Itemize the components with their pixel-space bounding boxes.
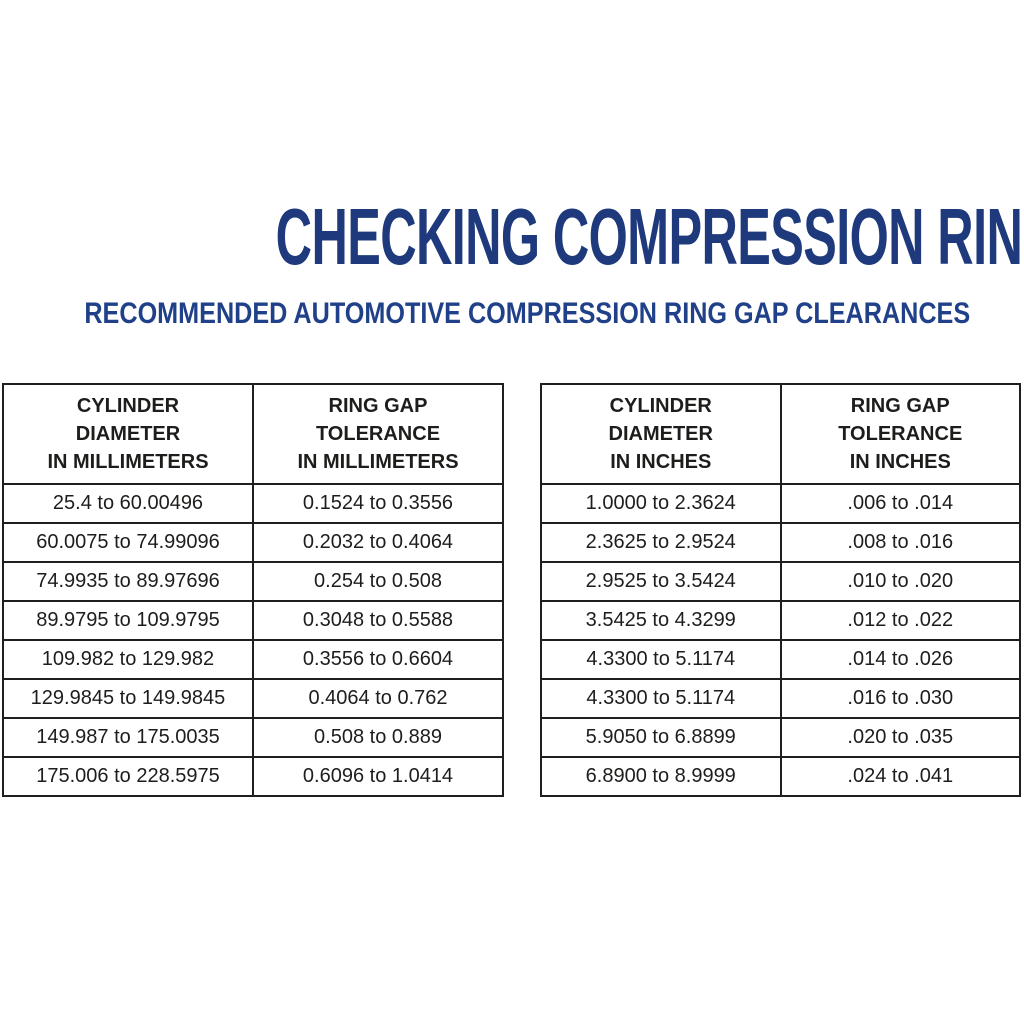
table-row: 2.3625 to 2.9524.008 to .016 xyxy=(540,522,1021,563)
column-header: RING GAP TOLERANCE IN MILLIMETERS xyxy=(252,383,504,485)
page-title: CHECKING COMPRESSION RING GAPS xyxy=(0,197,1024,277)
ring-gap-table-millimeters: CYLINDER DIAMETER IN MILLIMETERS RING GAP TO… xyxy=(2,383,504,797)
table-row: 149.987 to 175.0035 0.508 to 0.889 xyxy=(2,717,504,758)
table-cell: 2.9525 to 3.5424 xyxy=(540,561,782,602)
table-row: 6.8900 to 8.9999.024 to .041 xyxy=(540,756,1021,797)
table-cell: .008 to .016 xyxy=(779,522,1021,563)
table-cell: 0.2032 to 0.4064 xyxy=(252,522,504,563)
table-cell: .010 to .020 xyxy=(779,561,1021,602)
table-row: 1.0000 to 2.3624.006 to .014 xyxy=(540,483,1021,524)
table-cell: 0.508 to 0.889 xyxy=(252,717,504,758)
table-cell: 0.4064 to 0.762 xyxy=(252,678,504,719)
table-cell: .024 to .041 xyxy=(779,756,1021,797)
table-row: 5.9050 to 6.8899.020 to .035 xyxy=(540,717,1021,758)
table-cell: 0.6096 to 1.0414 xyxy=(252,756,504,797)
table-cell: 0.254 to 0.508 xyxy=(252,561,504,602)
table-cell: 2.3625 to 2.9524 xyxy=(540,522,782,563)
table-cell: 4.3300 to 5.1174 xyxy=(540,639,782,680)
table-cell: 0.3556 to 0.6604 xyxy=(252,639,504,680)
table-row: 3.5425 to 4.3299.012 to .022 xyxy=(540,600,1021,641)
table-cell: 109.982 to 129.982 xyxy=(2,639,254,680)
table-row: 175.006 to 228.5975 0.6096 to 1.0414 xyxy=(2,756,504,797)
header-row: CYLINDER DIAMETER IN INCHES RING GAP TOLERAN… xyxy=(540,383,1021,485)
table-row: 4.3300 to 5.1174.014 to .026 xyxy=(540,639,1021,680)
table-cell: .012 to .022 xyxy=(779,600,1021,641)
column-header: RING GAP TOLERANCE IN INCHES xyxy=(779,383,1021,485)
table-cell: 3.5425 to 4.3299 xyxy=(540,600,782,641)
table-cell: 89.9795 to 109.9795 xyxy=(2,600,254,641)
table-cell: 25.4 to 60.00496 xyxy=(2,483,254,524)
table-cell: 0.3048 to 0.5588 xyxy=(252,600,504,641)
ring-gap-table-inches: CYLINDER DIAMETER IN INCHES RING GAP TOLERAN… xyxy=(540,383,1021,797)
page-subtitle-text: RECOMMENDED AUTOMOTIVE COMPRESSION RING … xyxy=(84,297,971,330)
table-cell: 60.0075 to 74.99096 xyxy=(2,522,254,563)
table-cell: 5.9050 to 6.8899 xyxy=(540,717,782,758)
table-row: 129.9845 to 149.9845 0.4064 to 0.762 xyxy=(2,678,504,719)
table-cell: 4.3300 to 5.1174 xyxy=(540,678,782,719)
table-cell: .016 to .030 xyxy=(779,678,1021,719)
table-cell: .014 to .026 xyxy=(779,639,1021,680)
table-cell: 74.9935 to 89.97696 xyxy=(2,561,254,602)
column-header: CYLINDER DIAMETER IN MILLIMETERS xyxy=(2,383,254,485)
table-cell: 6.8900 to 8.9999 xyxy=(540,756,782,797)
table-cell: 1.0000 to 2.3624 xyxy=(540,483,782,524)
page-title-text: CHECKING COMPRESSION RING GAPS xyxy=(275,192,1024,281)
table-row: 109.982 to 129.982 0.3556 to 0.6604 xyxy=(2,639,504,680)
tables-container: CYLINDER DIAMETER IN MILLIMETERS RING GAP TO… xyxy=(0,383,1024,803)
table-row: 60.0075 to 74.99096 0.2032 to 0.4064 xyxy=(2,522,504,563)
page-subtitle: RECOMMENDED AUTOMOTIVE COMPRESSION RING … xyxy=(0,299,1024,329)
table-cell: 149.987 to 175.0035 xyxy=(2,717,254,758)
table-row: 74.9935 to 89.97696 0.254 to 0.508 xyxy=(2,561,504,602)
column-header: CYLINDER DIAMETER IN INCHES xyxy=(540,383,782,485)
table-cell: 175.006 to 228.5975 xyxy=(2,756,254,797)
table-cell: .020 to .035 xyxy=(779,717,1021,758)
table-cell: 0.1524 to 0.3556 xyxy=(252,483,504,524)
table-row: 2.9525 to 3.5424.010 to .020 xyxy=(540,561,1021,602)
table-row: 25.4 to 60.00496 0.1524 to 0.3556 xyxy=(2,483,504,524)
table-row: 4.3300 to 5.1174.016 to .030 xyxy=(540,678,1021,719)
table-cell: 129.9845 to 149.9845 xyxy=(2,678,254,719)
header-row: CYLINDER DIAMETER IN MILLIMETERS RING GAP TO… xyxy=(2,383,504,485)
table-row: 89.9795 to 109.9795 0.3048 to 0.5588 xyxy=(2,600,504,641)
table-cell: .006 to .014 xyxy=(779,483,1021,524)
